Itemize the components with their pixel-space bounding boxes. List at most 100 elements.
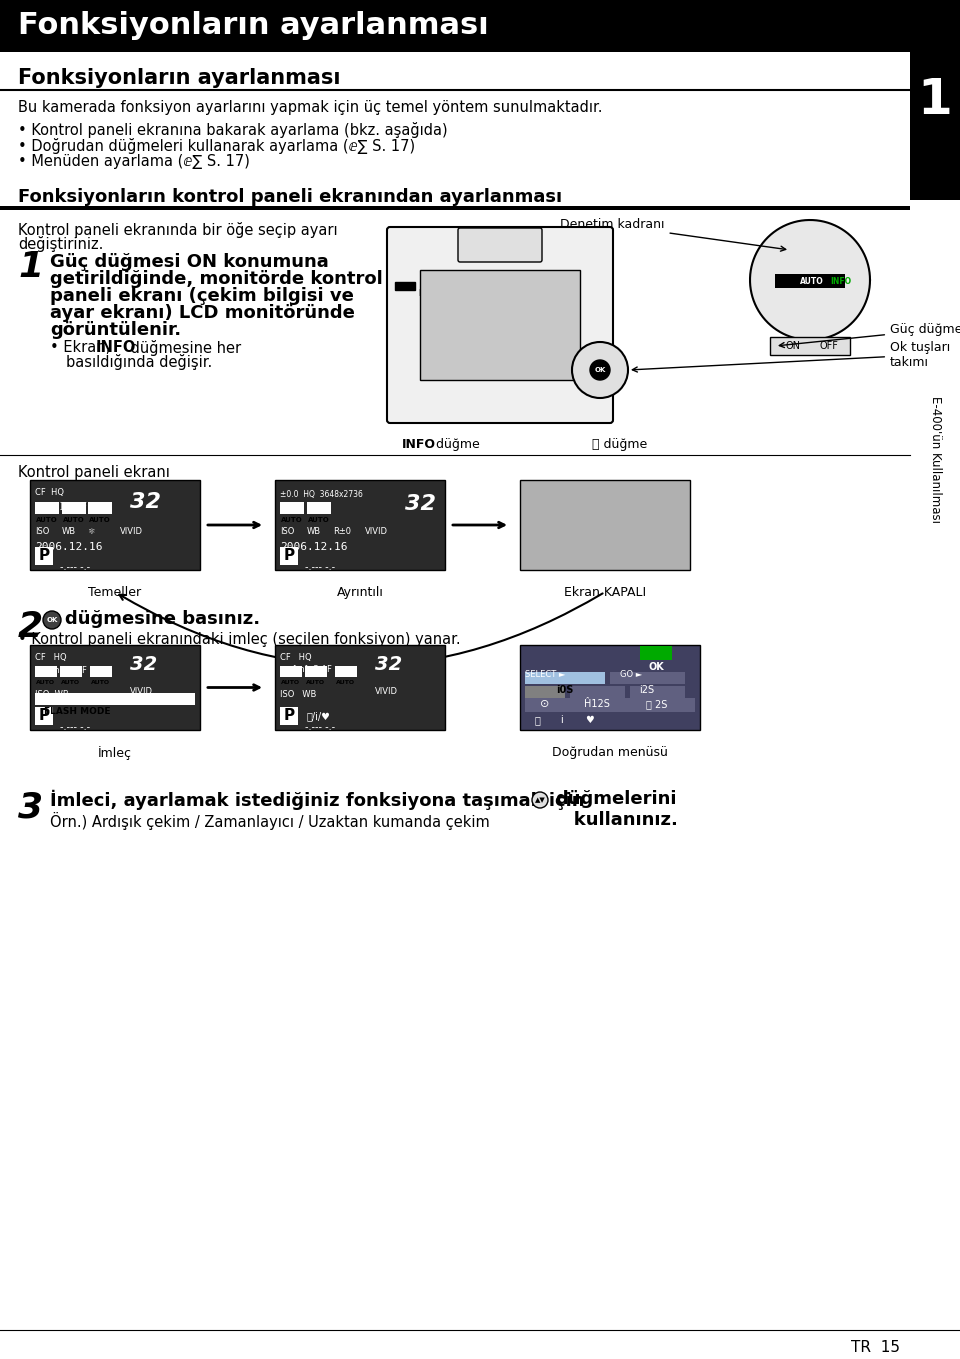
Text: ⚛: ⚛ (88, 527, 95, 535)
Bar (525, 671, 605, 684)
Text: P: P (38, 549, 50, 564)
Text: • Ekran,: • Ekran, (50, 340, 115, 355)
Text: düğmelerini
   kullanınız.: düğmelerini kullanınız. (555, 790, 678, 829)
Text: getirildiğinde, monitörde kontrol: getirildiğinde, monitörde kontrol (50, 270, 383, 288)
Text: ±0.0  HQ  3648x2736: ±0.0 HQ 3648x2736 (280, 491, 363, 499)
Text: Denetim kadranı: Denetim kadranı (560, 219, 785, 251)
Text: 32: 32 (375, 655, 402, 674)
Text: Fonksiyonların ayarlanması: Fonksiyonların ayarlanması (18, 11, 489, 41)
Text: Ⓞ düğme: Ⓞ düğme (592, 438, 647, 451)
Text: i: i (560, 715, 563, 724)
Text: i0S: i0S (556, 685, 574, 694)
Bar (280, 548, 298, 565)
Text: AUTO: AUTO (36, 516, 58, 523)
Bar (630, 686, 685, 699)
Bar (335, 666, 357, 677)
Text: Ekran KAPALI: Ekran KAPALI (564, 586, 646, 599)
Bar (35, 548, 53, 565)
Text: Ĥ12S: Ĥ12S (584, 699, 610, 709)
Text: Güç düğmesi: Güç düğmesi (780, 323, 960, 348)
Text: CF   HQ: CF HQ (280, 654, 312, 662)
Text: 2006.12.16: 2006.12.16 (280, 542, 348, 552)
Text: Ok tuşları
takımı: Ok tuşları takımı (633, 341, 950, 372)
Bar (280, 666, 302, 677)
Text: AUTO: AUTO (281, 516, 302, 523)
Text: AUTO: AUTO (281, 680, 300, 685)
Bar (60, 666, 82, 677)
FancyBboxPatch shape (458, 228, 542, 262)
Text: WB: WB (307, 527, 322, 535)
Text: ▲▼: ▲▼ (535, 796, 545, 803)
Text: 32: 32 (130, 655, 157, 674)
Text: OFF: OFF (820, 341, 839, 351)
Text: OK: OK (594, 367, 606, 372)
Text: GO ►: GO ► (620, 670, 642, 680)
Bar (275, 480, 445, 569)
Text: değiştiriniz.: değiştiriniz. (18, 236, 104, 251)
Text: Fonksiyonların ayarlanması: Fonksiyonların ayarlanması (18, 68, 341, 88)
Text: INFO: INFO (402, 438, 436, 451)
Text: basıldığında değişir.: basıldığında değişir. (66, 353, 212, 370)
Text: OK: OK (46, 617, 58, 622)
Bar (307, 501, 331, 514)
Text: Temeller: Temeller (88, 586, 141, 599)
Text: Kontrol paneli ekranı: Kontrol paneli ekranı (18, 465, 170, 480)
Polygon shape (750, 220, 870, 340)
Text: ISO  WB: ISO WB (35, 690, 69, 699)
Circle shape (43, 612, 61, 629)
Bar (0, 207, 910, 211)
Bar (280, 707, 298, 724)
Text: [m]  S-AF  □: [m] S-AF □ (280, 665, 345, 674)
FancyBboxPatch shape (387, 227, 613, 423)
Bar (770, 337, 850, 355)
Text: • Kontrol paneli ekranındaki imleç (seçilen fonksiyon) yanar.: • Kontrol paneli ekranındaki imleç (seçi… (18, 632, 461, 647)
Text: -.--- -.-: -.--- -.- (60, 722, 90, 733)
Text: ISO   WB: ISO WB (280, 690, 317, 699)
Bar (395, 283, 415, 289)
Bar (0, 0, 960, 52)
Text: • Menüden ayarlama (ⅇ∑ S. 17): • Menüden ayarlama (ⅇ∑ S. 17) (18, 154, 250, 169)
Text: Ayrıntılı: Ayrıntılı (337, 586, 383, 599)
Text: İmleç: İmleç (98, 746, 132, 760)
Text: 3: 3 (18, 790, 43, 824)
Text: düğmesine basınız.: düğmesine basınız. (65, 610, 260, 628)
Text: ⓢ 2S: ⓢ 2S (646, 699, 668, 709)
Text: ISO: ISO (280, 527, 295, 535)
Bar (525, 699, 695, 712)
Text: CF  HQ: CF HQ (35, 488, 64, 497)
Text: Doğrudan menüsü: Doğrudan menüsü (552, 746, 668, 758)
Text: VIVID: VIVID (120, 527, 143, 535)
Text: TR  15: TR 15 (851, 1340, 900, 1355)
Bar (280, 501, 304, 514)
Bar (520, 480, 690, 569)
Text: AUTO: AUTO (91, 680, 110, 685)
Text: 📷: 📷 (535, 715, 540, 724)
Text: 1: 1 (918, 76, 952, 124)
Text: ⊙: ⊙ (540, 699, 550, 709)
Text: -.--- -.-: -.--- -.- (305, 563, 335, 572)
Text: AUTO: AUTO (308, 516, 330, 523)
Bar (62, 501, 86, 514)
Bar (910, 0, 960, 200)
Text: [m]  S-AF: [m] S-AF (35, 665, 86, 674)
Circle shape (532, 792, 548, 809)
Text: VIVID: VIVID (130, 688, 153, 696)
Text: R±0: R±0 (333, 527, 351, 535)
Bar (35, 501, 59, 514)
Text: • Doğrudan düğmeleri kullanarak ayarlama (ⅇ∑ S. 17): • Doğrudan düğmeleri kullanarak ayarlama… (18, 139, 415, 154)
Bar (525, 686, 565, 699)
Bar (775, 275, 845, 288)
Text: Bu kamerada fonksiyon ayarlarını yapmak için üç temel yöntem sunulmaktadır.: Bu kamerada fonksiyon ayarlarını yapmak … (18, 101, 603, 116)
Bar (35, 707, 53, 724)
Bar (35, 693, 195, 705)
Text: AUTO: AUTO (336, 680, 355, 685)
Bar (35, 666, 57, 677)
Text: CF   HQ: CF HQ (35, 654, 66, 662)
Text: AUTO: AUTO (63, 516, 84, 523)
Text: E-400'ün Kullanılması: E-400'ün Kullanılması (928, 397, 942, 523)
Text: Güç düğmesi ON konumuna: Güç düğmesi ON konumuna (50, 253, 328, 270)
Text: 1: 1 (18, 250, 43, 284)
Text: INFO: INFO (418, 289, 441, 299)
Bar (420, 270, 580, 381)
Text: Kontrol paneli ekranında bir öğe seçip ayarı: Kontrol paneli ekranında bir öğe seçip a… (18, 222, 338, 238)
